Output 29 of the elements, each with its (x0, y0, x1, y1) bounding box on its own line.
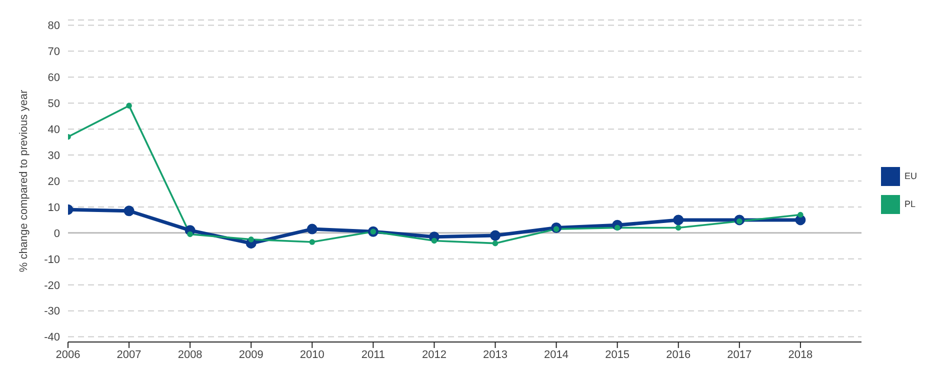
x-tick-label: 2018 (788, 348, 813, 361)
y-tick-label: 0 (54, 228, 60, 240)
y-tick-label: -20 (44, 280, 60, 292)
x-tick-label: 2012 (422, 348, 446, 361)
x-tick-label: 2011 (361, 348, 386, 361)
y-tick-label: 50 (48, 98, 60, 110)
x-tick-label: 2008 (178, 348, 202, 361)
y-tick-label: 40 (48, 124, 60, 136)
x-tick-label: 2014 (544, 348, 569, 361)
y-tick-label: 60 (48, 72, 60, 84)
x-tick-label: 2015 (605, 348, 630, 361)
y-tick-label: 70 (48, 46, 60, 58)
y-tick-label: 10 (48, 202, 60, 214)
y-axis-title: % change compared to previous year (18, 90, 30, 272)
x-tick-label: 2010 (300, 348, 324, 361)
y-tick-label: -40 (44, 332, 60, 344)
y-tick-label: -30 (44, 306, 60, 318)
y-tick-label: -10 (44, 254, 60, 266)
y-tick-label: 80 (48, 20, 60, 32)
x-tick-label: 2006 (56, 348, 80, 361)
legend-label: PL (904, 198, 916, 208)
x-tick-label: 2013 (483, 348, 508, 361)
y-tick-label: 30 (48, 150, 60, 162)
x-tick-label: 2016 (666, 348, 691, 361)
x-tick-label: 2007 (116, 348, 142, 361)
y-tick-label: 20 (48, 176, 60, 188)
x-tick-label: 2009 (238, 348, 264, 361)
x-tick-label: 2017 (727, 348, 752, 361)
legend-label: EU (904, 170, 917, 180)
